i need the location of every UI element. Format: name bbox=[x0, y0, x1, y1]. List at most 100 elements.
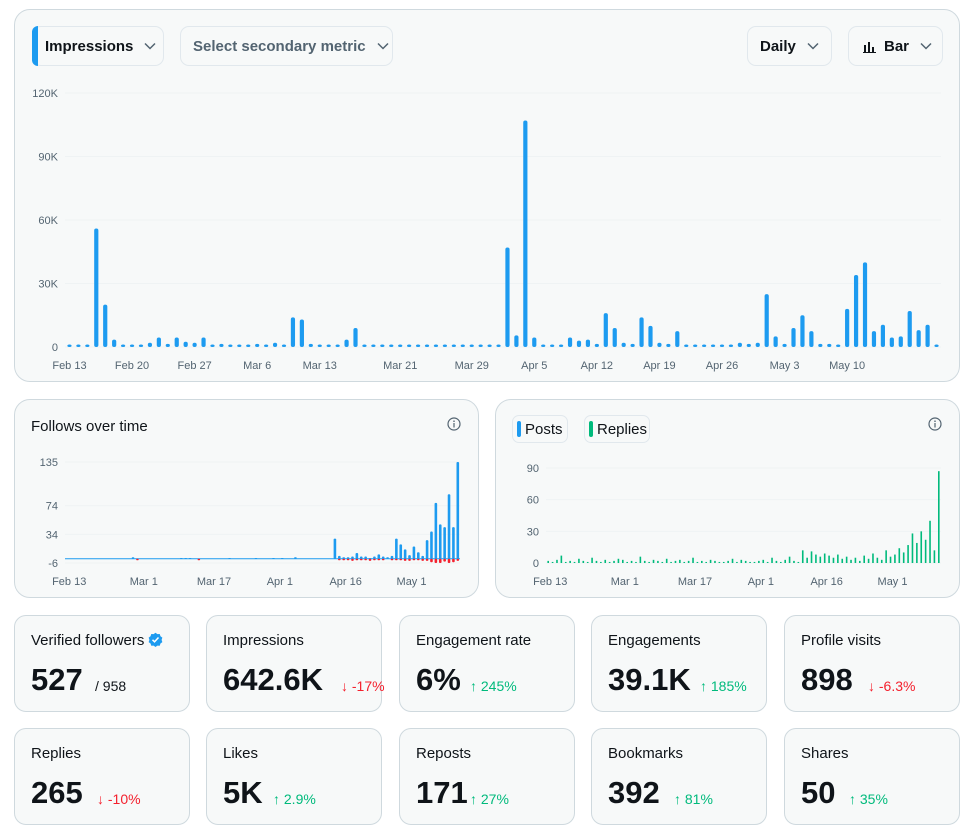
replies-bar bbox=[876, 557, 879, 563]
impressions-bar bbox=[415, 344, 421, 347]
unfollows-bar bbox=[438, 558, 442, 563]
follows-chart-title: Follows over time bbox=[31, 418, 148, 435]
x-tick-label: Mar 21 bbox=[383, 360, 417, 372]
stat-engagement-rate[interactable]: Engagement rate 6% ↑ 245% bbox=[399, 615, 575, 712]
stat-likes[interactable]: Likes 5K ↑ 2.9% bbox=[206, 728, 382, 825]
x-tick-label: Mar 29 bbox=[455, 360, 489, 372]
replies-bar bbox=[696, 561, 699, 563]
impressions-bar bbox=[567, 337, 573, 347]
follows-bar bbox=[280, 557, 284, 559]
stat-label: Engagements bbox=[608, 632, 701, 649]
replies-bar bbox=[749, 561, 751, 563]
impressions-bar bbox=[755, 342, 760, 347]
impressions-bar bbox=[192, 342, 197, 347]
impressions-bar bbox=[764, 294, 769, 347]
stat-engagements[interactable]: Engagements 39.1K ↑ 185% bbox=[591, 615, 767, 712]
follows-bar bbox=[412, 546, 416, 559]
replies-bar bbox=[679, 559, 681, 563]
stat-label: Verified followers bbox=[31, 632, 163, 649]
replies-bar bbox=[845, 556, 848, 563]
chevron-down-icon bbox=[144, 42, 156, 50]
impressions-bar bbox=[836, 344, 841, 347]
impressions-bar bbox=[845, 308, 850, 347]
x-tick-label: Mar 1 bbox=[611, 576, 639, 588]
stat-impressions[interactable]: Impressions 642.6K ↓ -17% bbox=[206, 615, 385, 712]
follows-bar bbox=[180, 557, 183, 559]
replies-legend-swatch bbox=[589, 421, 593, 437]
replies-bar bbox=[894, 554, 896, 563]
legend-replies[interactable]: Replies bbox=[584, 415, 650, 443]
impressions-bar bbox=[541, 344, 546, 347]
unfollows-bar bbox=[359, 558, 363, 561]
replies-bar bbox=[714, 560, 716, 563]
follows-bar bbox=[438, 524, 442, 559]
follows-bar bbox=[272, 557, 275, 559]
impressions-bar bbox=[487, 344, 492, 347]
follows-bar bbox=[425, 540, 429, 559]
y-tick-label: 90 bbox=[527, 463, 539, 475]
stat-reposts[interactable]: Reposts 171 ↑ 27% bbox=[399, 728, 575, 825]
replies-bar bbox=[626, 561, 628, 563]
replies-bar bbox=[854, 557, 857, 563]
impressions-bar bbox=[853, 275, 859, 347]
impressions-bar bbox=[451, 344, 456, 347]
chart-type-label: Bar bbox=[884, 37, 910, 55]
primary-metric-select[interactable]: Impressions bbox=[32, 26, 164, 66]
replies-bar bbox=[665, 558, 668, 563]
follows-bar bbox=[338, 555, 341, 559]
unfollows-bar bbox=[456, 558, 460, 561]
impressions-bar bbox=[585, 339, 591, 347]
stat-bookmarks[interactable]: Bookmarks 392 ↑ 81% bbox=[591, 728, 767, 825]
follows-bar bbox=[395, 538, 398, 559]
impressions-bar bbox=[800, 315, 805, 347]
stat-shares[interactable]: Shares 50 ↑ 35% bbox=[784, 728, 960, 825]
replies-bar bbox=[744, 560, 747, 563]
stat-label: Reposts bbox=[416, 745, 472, 762]
replies-bar bbox=[788, 556, 791, 563]
impressions-bar bbox=[710, 344, 716, 347]
impressions-bar bbox=[67, 344, 72, 347]
replies-bar bbox=[670, 561, 672, 563]
stat-value: 171 bbox=[416, 775, 468, 810]
replies-bar bbox=[907, 545, 909, 563]
follows-bar bbox=[342, 557, 345, 559]
follows-bar bbox=[228, 557, 231, 559]
impressions-bar bbox=[121, 344, 126, 347]
interval-label: Daily bbox=[760, 37, 796, 55]
replies-bar bbox=[841, 558, 844, 563]
info-icon[interactable] bbox=[928, 417, 942, 431]
legend-posts[interactable]: Posts bbox=[512, 415, 568, 443]
impressions-bar bbox=[138, 344, 144, 347]
stat-profile-visits[interactable]: Profile visits 898 ↓ -6.3% bbox=[784, 615, 960, 712]
impressions-bar bbox=[344, 339, 349, 347]
follows-bar bbox=[421, 555, 424, 559]
follows-chart-card: Follows over time 135 74 34 -6 Feb 13 Mar 1 Ma… bbox=[14, 399, 479, 598]
stat-delta: ↑ 185% bbox=[700, 678, 747, 694]
secondary-metric-select[interactable]: Select secondary metric bbox=[180, 26, 393, 66]
impressions-bar bbox=[809, 331, 814, 347]
replies-bar bbox=[793, 560, 795, 563]
stat-verified-followers[interactable]: Verified followers 527 / 958 bbox=[14, 615, 190, 712]
impressions-bar-chart: 120K 90K 60K 30K 0 Feb 13 Feb 20 Feb 27 Mar 6 Mar… bbox=[32, 88, 941, 372]
replies-bar bbox=[569, 560, 571, 563]
interval-select[interactable]: Daily bbox=[747, 26, 832, 66]
replies-bar bbox=[837, 554, 839, 563]
replies-bar bbox=[652, 559, 655, 563]
x-tick-label: Mar 17 bbox=[197, 576, 231, 588]
x-tick-label: Feb 20 bbox=[115, 360, 149, 372]
chart-type-select[interactable]: Bar bbox=[848, 26, 943, 66]
stat-value: 5K bbox=[223, 775, 263, 810]
replies-bar bbox=[718, 561, 721, 563]
stat-replies[interactable]: Replies 265 ↓ -10% bbox=[14, 728, 190, 825]
impressions-bar bbox=[174, 337, 179, 347]
follows-bar bbox=[333, 538, 337, 559]
y-tick-label: 60 bbox=[527, 495, 539, 507]
impressions-bar bbox=[290, 317, 296, 347]
impressions-bar bbox=[934, 344, 939, 347]
stat-delta: ↑ 81% bbox=[674, 791, 713, 807]
x-tick-label: Mar 17 bbox=[678, 576, 712, 588]
info-icon[interactable] bbox=[447, 417, 461, 431]
replies-bar bbox=[630, 560, 633, 563]
unfollows-bar bbox=[373, 558, 376, 561]
replies-bar bbox=[591, 557, 593, 563]
